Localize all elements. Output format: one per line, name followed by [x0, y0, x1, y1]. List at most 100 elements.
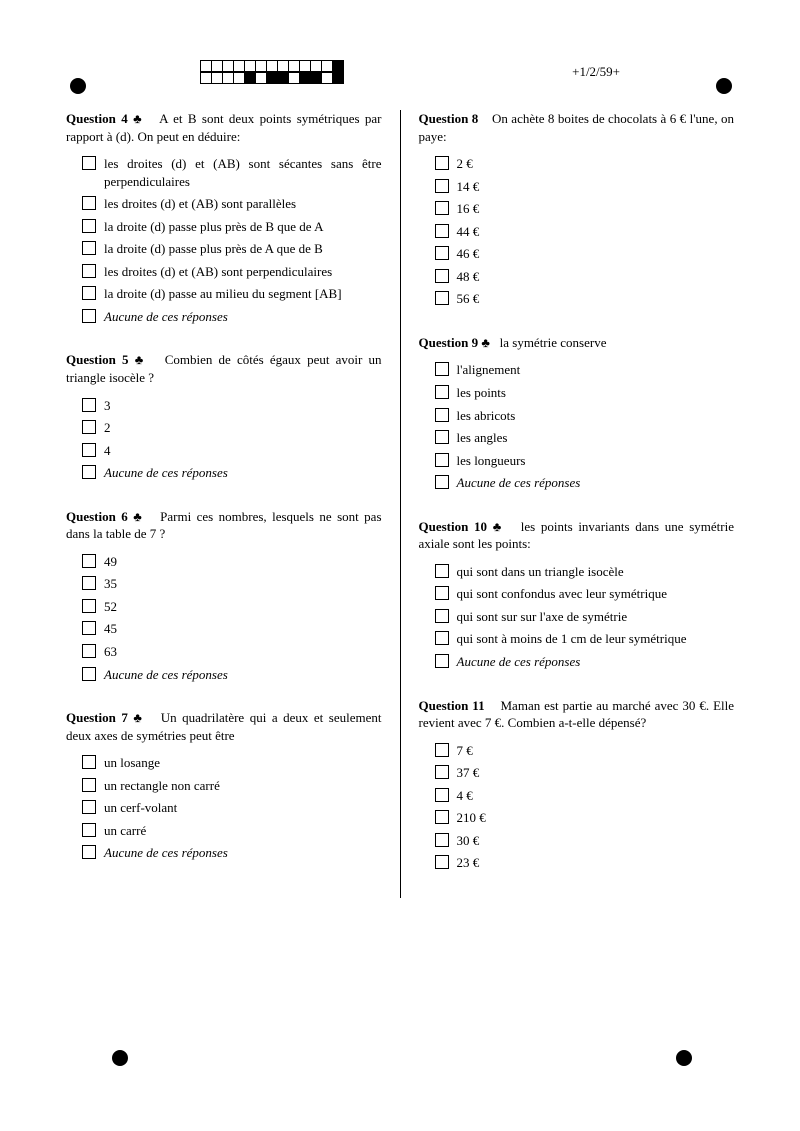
- answer-option: un rectangle non carré: [82, 777, 382, 795]
- question-label: Question 5: [66, 352, 135, 367]
- club-icon: ♣: [493, 519, 521, 534]
- answer-checkbox[interactable]: [435, 246, 449, 260]
- answer-text: qui sont sur sur l'axe de symétrie: [457, 608, 735, 626]
- answer-options: les droites (d) et (AB) sont sécantes sa…: [82, 155, 382, 325]
- answer-checkbox[interactable]: [82, 241, 96, 255]
- answer-text: 4: [104, 442, 382, 460]
- answer-option: 45: [82, 620, 382, 638]
- answer-checkbox[interactable]: [435, 453, 449, 467]
- answer-text: 2: [104, 419, 382, 437]
- answer-option-none: Aucune de ces réponses: [435, 474, 735, 492]
- question-prompt: Question 6 ♣ Parmi ces nombres, lesquels…: [66, 508, 382, 543]
- answer-text-none: Aucune de ces réponses: [104, 666, 382, 684]
- answer-text: qui sont à moins de 1 cm de leur symétri…: [457, 630, 735, 648]
- answer-option: 48 €: [435, 268, 735, 286]
- answer-checkbox[interactable]: [82, 845, 96, 859]
- answer-checkbox[interactable]: [435, 385, 449, 399]
- answer-text: 210 €: [457, 809, 735, 827]
- answer-checkbox[interactable]: [82, 778, 96, 792]
- answer-checkbox[interactable]: [82, 264, 96, 278]
- answer-checkbox[interactable]: [82, 554, 96, 568]
- answer-checkbox[interactable]: [82, 644, 96, 658]
- answer-checkbox[interactable]: [82, 823, 96, 837]
- question-label: Question 7: [66, 710, 133, 725]
- answer-text-none: Aucune de ces réponses: [104, 464, 382, 482]
- answer-text: 48 €: [457, 268, 735, 286]
- answer-text: 49: [104, 553, 382, 571]
- answer-checkbox[interactable]: [82, 621, 96, 635]
- page-header: +1/2/59+: [60, 60, 740, 84]
- question: Question 10 ♣ les points invariants dans…: [419, 518, 735, 671]
- answer-checkbox[interactable]: [82, 576, 96, 590]
- answer-option-none: Aucune de ces réponses: [82, 464, 382, 482]
- question-prompt: Question 10 ♣ les points invariants dans…: [419, 518, 735, 553]
- answer-checkbox[interactable]: [82, 309, 96, 323]
- answer-checkbox[interactable]: [435, 654, 449, 668]
- answer-checkbox[interactable]: [435, 788, 449, 802]
- answer-checkbox[interactable]: [435, 586, 449, 600]
- answer-options: un losangeun rectangle non carréun cerf-…: [82, 754, 382, 862]
- answer-option: les angles: [435, 429, 735, 447]
- answer-checkbox[interactable]: [435, 291, 449, 305]
- answer-checkbox[interactable]: [82, 156, 96, 170]
- answer-text: 7 €: [457, 742, 735, 760]
- answer-option: les droites (d) et (AB) sont perpendicul…: [82, 263, 382, 281]
- answer-checkbox[interactable]: [82, 667, 96, 681]
- question: Question 7 ♣ Un quadrilatère qui a deux …: [66, 709, 382, 862]
- answer-checkbox[interactable]: [435, 362, 449, 376]
- club-icon: ♣: [135, 352, 165, 367]
- answer-option: qui sont dans un triangle isocèle: [435, 563, 735, 581]
- answer-checkbox[interactable]: [435, 765, 449, 779]
- answer-checkbox[interactable]: [435, 224, 449, 238]
- answer-checkbox[interactable]: [435, 743, 449, 757]
- answer-checkbox[interactable]: [435, 810, 449, 824]
- answer-options: 2 €14 €16 €44 €46 €48 €56 €: [435, 155, 735, 308]
- answer-checkbox[interactable]: [435, 156, 449, 170]
- barcode-cell: [332, 60, 344, 72]
- answer-option: l'alignement: [435, 361, 735, 379]
- answer-checkbox[interactable]: [82, 196, 96, 210]
- answer-checkbox[interactable]: [435, 475, 449, 489]
- answer-option: 23 €: [435, 854, 735, 872]
- club-icon: ♣: [133, 509, 160, 524]
- answer-text: 23 €: [457, 854, 735, 872]
- answer-option: 44 €: [435, 223, 735, 241]
- answer-checkbox[interactable]: [82, 755, 96, 769]
- question-prompt: Question 7 ♣ Un quadrilatère qui a deux …: [66, 709, 382, 744]
- answer-checkbox[interactable]: [82, 800, 96, 814]
- answer-option: la droite (d) passe au milieu du segment…: [82, 285, 382, 303]
- answer-checkbox[interactable]: [82, 443, 96, 457]
- answer-text: 44 €: [457, 223, 735, 241]
- answer-option: les droites (d) et (AB) sont parallèles: [82, 195, 382, 213]
- question-prompt: Question 5 ♣ Combien de côtés égaux peut…: [66, 351, 382, 386]
- answer-checkbox[interactable]: [82, 420, 96, 434]
- answer-checkbox[interactable]: [82, 599, 96, 613]
- answer-option: 3: [82, 397, 382, 415]
- answer-text: les points: [457, 384, 735, 402]
- answer-checkbox[interactable]: [435, 201, 449, 215]
- club-icon: ♣: [133, 111, 159, 126]
- answer-checkbox[interactable]: [82, 398, 96, 412]
- answer-checkbox[interactable]: [82, 465, 96, 479]
- answer-checkbox[interactable]: [435, 408, 449, 422]
- question-label: Question 10: [419, 519, 493, 534]
- answer-checkbox[interactable]: [435, 564, 449, 578]
- question: Question 9 ♣ la symétrie conservel'align…: [419, 334, 735, 492]
- answer-checkbox[interactable]: [435, 269, 449, 283]
- answer-checkbox[interactable]: [435, 631, 449, 645]
- answer-option: les abricots: [435, 407, 735, 425]
- question-prompt: Question 4 ♣ A et B sont deux points sym…: [66, 110, 382, 145]
- answer-checkbox[interactable]: [435, 855, 449, 869]
- answer-checkbox[interactable]: [82, 219, 96, 233]
- answer-checkbox[interactable]: [82, 286, 96, 300]
- answer-checkbox[interactable]: [435, 609, 449, 623]
- answer-text: la droite (d) passe plus près de A que d…: [104, 240, 382, 258]
- answer-option: qui sont confondus avec leur symétrique: [435, 585, 735, 603]
- question-label: Question 4: [66, 111, 133, 126]
- answer-option: 2: [82, 419, 382, 437]
- answer-checkbox[interactable]: [435, 833, 449, 847]
- answer-checkbox[interactable]: [435, 430, 449, 444]
- question-label: Question 11: [419, 698, 489, 713]
- answer-checkbox[interactable]: [435, 179, 449, 193]
- answer-text: la droite (d) passe au milieu du segment…: [104, 285, 382, 303]
